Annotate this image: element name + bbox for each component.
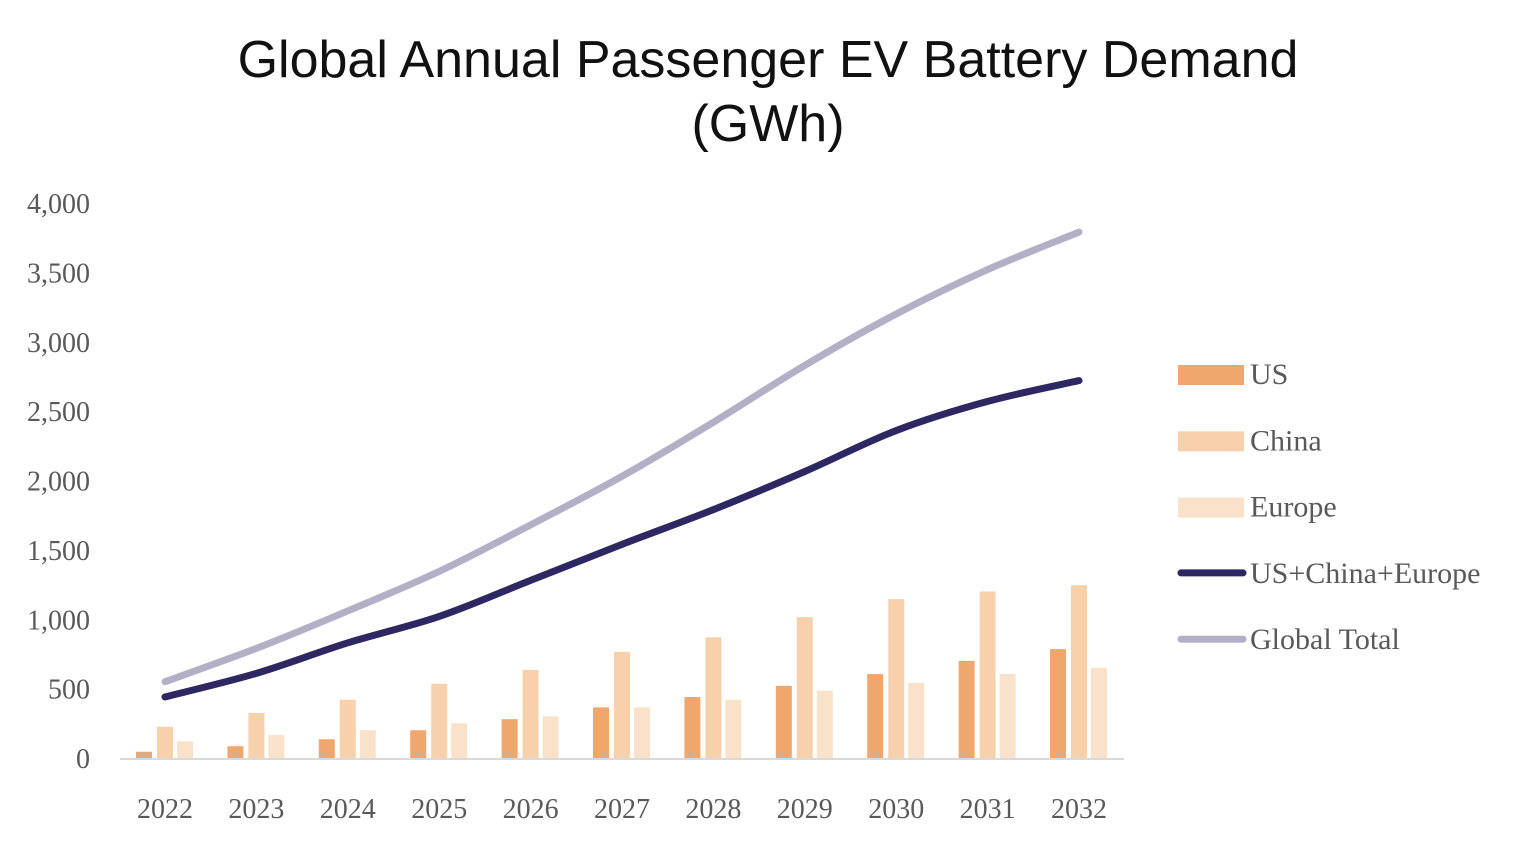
x-tick-label: 2025: [411, 794, 467, 825]
bar-europe: [816, 690, 833, 758]
y-tick-label: 1,000: [27, 605, 90, 636]
y-tick-label: 3,000: [27, 328, 90, 359]
line-global-total: [161, 228, 1083, 686]
x-tick-label: 2023: [228, 794, 284, 825]
legend-swatch-china: [1178, 431, 1244, 452]
bar-europe: [177, 741, 193, 758]
bar-china: [248, 712, 265, 758]
bar-china: [888, 599, 905, 758]
legend-label-us-china-europe: US+China+Europe: [1250, 557, 1480, 590]
x-tick-label: 2032: [1051, 794, 1107, 825]
bar-china: [431, 683, 448, 758]
bar-china: [796, 617, 813, 758]
bar-us: [136, 751, 152, 758]
chart-title-main: Global Annual Passenger EV Battery Deman…: [237, 31, 1299, 89]
line-us-china-europe: [161, 377, 1083, 701]
y-tick-label: 3,500: [27, 258, 90, 289]
x-tick-label: 2026: [503, 794, 559, 825]
y-tick-label: 4,000: [27, 189, 90, 220]
bar-europe: [268, 735, 285, 758]
bar-europe: [908, 683, 925, 758]
bar-europe: [725, 699, 742, 758]
y-tick-label: 500: [48, 675, 90, 706]
legend-label-china: China: [1250, 424, 1322, 457]
bar-china: [614, 651, 630, 758]
bar-china: [157, 726, 173, 758]
bar-europe: [634, 707, 650, 758]
chart-subtitle: (GWh): [691, 95, 845, 153]
bar-china: [339, 699, 356, 758]
bar-us: [867, 674, 884, 758]
bar-us: [501, 719, 518, 758]
bar-us: [775, 685, 792, 758]
x-tick-label: 2027: [594, 794, 650, 825]
legend-label-us: US: [1250, 358, 1288, 391]
bar-europe: [999, 674, 1016, 758]
legend-label-global-total: Global Total: [1250, 623, 1400, 656]
y-tick-label: 2,000: [27, 467, 90, 498]
bar-europe: [542, 716, 559, 758]
y-tick-label: 0: [76, 744, 90, 775]
bar-china: [1071, 585, 1087, 758]
x-tick-label: 2024: [320, 794, 376, 825]
bar-us: [684, 696, 701, 758]
x-tick-label: 2028: [685, 794, 741, 825]
y-tick-label: 2,500: [27, 397, 90, 428]
bar-us: [410, 730, 427, 758]
bar-china: [979, 591, 996, 758]
bar-europe: [359, 730, 376, 758]
bar-europe: [1091, 667, 1107, 758]
bar-us: [318, 739, 335, 758]
chart-title: Global Annual Passenger EV Battery Deman…: [0, 28, 1536, 156]
x-tick-label: 2022: [137, 794, 193, 825]
x-tick-label: 2029: [777, 794, 833, 825]
legend-swatch-europe: [1178, 497, 1244, 518]
legend-swatch-us: [1178, 365, 1244, 385]
y-tick-label: 1,500: [27, 536, 90, 567]
bar-us: [1050, 649, 1066, 758]
bar-us: [593, 707, 609, 758]
bar-china: [705, 637, 722, 758]
x-tick-label: 2030: [868, 794, 924, 825]
x-tick-label: 2031: [960, 794, 1016, 825]
bar-china: [522, 669, 539, 758]
bar-us: [227, 746, 244, 758]
legend-label-europe: Europe: [1250, 491, 1337, 524]
bar-europe: [451, 723, 468, 758]
bar-us: [958, 660, 975, 758]
